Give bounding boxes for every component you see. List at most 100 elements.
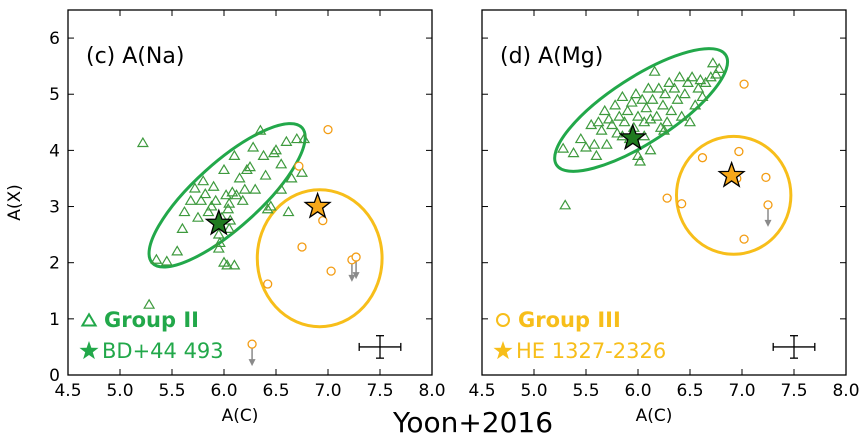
group-iii-point <box>351 252 361 262</box>
group-ii-point <box>574 132 587 144</box>
group-ii-point <box>207 180 220 191</box>
y-tick-label: 2 <box>49 254 60 274</box>
group-iii-point <box>763 200 773 210</box>
group-ii-point <box>694 73 707 85</box>
x-axis-title: A(C) <box>222 406 259 426</box>
group-ii-point <box>238 183 251 194</box>
group-ii-point <box>221 259 234 270</box>
y-tick-label: 1 <box>49 310 60 330</box>
group-ii-point <box>212 242 225 253</box>
group-iii-point <box>739 234 749 244</box>
group-iii-point <box>677 199 687 209</box>
group-ii-point <box>150 253 163 264</box>
group-ii-point <box>192 211 204 222</box>
group-ii-point <box>298 132 311 144</box>
x-tick-label: 6.5 <box>262 381 289 401</box>
x-tick-label: 8.0 <box>418 381 445 401</box>
x-tick-label: 8.0 <box>832 381 859 401</box>
x-tick-label: 6.5 <box>676 381 703 401</box>
x-tick-label: 4.5 <box>468 381 495 401</box>
star-marker-orange <box>303 191 332 219</box>
group-ii-point <box>218 163 230 175</box>
legend-star-label: BD+44 493 <box>102 339 224 363</box>
group-iii-point <box>318 215 328 226</box>
group-ii-point <box>230 189 243 200</box>
group-ii-point <box>197 175 210 186</box>
group-ii-point <box>236 194 249 205</box>
group-ii-point <box>646 93 659 104</box>
x-tick-label: 5.0 <box>520 381 547 401</box>
group-iii-point <box>247 339 257 349</box>
x-tick-label: 6.0 <box>210 381 237 401</box>
group-ii-point <box>613 110 626 121</box>
group-ii-point <box>704 71 717 82</box>
group-ii-point <box>259 169 272 180</box>
group-ii-point <box>609 99 622 110</box>
group-ii-point <box>663 76 676 88</box>
group-ii-point <box>282 205 295 217</box>
group-ii-point <box>671 93 684 104</box>
group-iii-point <box>323 124 333 135</box>
group-ii-point <box>270 144 282 155</box>
group-ii-point <box>285 172 298 183</box>
legend-circle-marker <box>496 313 510 327</box>
group-ii-point <box>656 99 669 110</box>
group-ii-point <box>665 104 678 116</box>
group-ii-point <box>233 172 246 183</box>
group-ii-point <box>567 146 580 158</box>
x-tick-label: 7.0 <box>728 381 755 401</box>
group-ii-point <box>678 88 691 99</box>
group-ii-point <box>632 110 644 121</box>
star-marker-green <box>204 208 233 236</box>
group-ii-point <box>675 110 688 121</box>
group-ii-point <box>621 104 634 116</box>
group-ii-point <box>684 116 696 127</box>
x-tick-label: 7.5 <box>366 381 393 401</box>
group-ii-point <box>606 118 618 130</box>
group-iii-circle <box>255 188 384 329</box>
group-ii-point <box>275 158 288 169</box>
group-iii-point <box>739 79 749 89</box>
group-ii-point <box>611 127 624 138</box>
group-ii-point <box>713 62 726 73</box>
group-iii-point <box>326 266 336 276</box>
group-ii-point <box>228 149 241 161</box>
group-ii-point <box>244 161 256 172</box>
group-ii-point <box>209 194 222 205</box>
group-ii-point <box>212 228 225 239</box>
x-axis-title: A(C) <box>636 406 673 426</box>
group-ii-point <box>588 138 601 149</box>
group-iii-point <box>263 279 273 289</box>
group-iii-point <box>697 153 708 163</box>
group-ii-point <box>629 88 642 99</box>
upper-limit-arrowhead <box>348 274 356 282</box>
y-tick-label: 3 <box>49 198 60 218</box>
group-ii-point <box>661 116 674 127</box>
upper-limit-arrowhead <box>352 272 360 280</box>
y-tick-label: 6 <box>49 29 60 49</box>
group-ii-point <box>188 182 201 193</box>
group-ii-point <box>648 65 661 76</box>
y-axis-title: A(X) <box>5 184 25 221</box>
group-ii-point <box>602 113 615 124</box>
group-ii-point <box>659 88 672 99</box>
group-iii-point <box>662 193 672 203</box>
group-ii-point <box>598 104 611 116</box>
star-marker-green <box>618 123 647 151</box>
group-iii-point <box>761 172 771 182</box>
panel-label: (c) A(Na) <box>86 44 184 69</box>
group-ii-point <box>632 149 644 161</box>
group-ii-point <box>143 298 156 309</box>
group-ii-point <box>699 76 712 88</box>
group-ii-point <box>592 116 605 127</box>
group-iii-point <box>734 146 744 157</box>
legend-star-marker <box>79 341 99 360</box>
group-iii-circle <box>674 134 793 256</box>
group-ii-point <box>706 57 719 68</box>
group-ii-point <box>171 245 184 256</box>
group-ii-point <box>559 199 572 210</box>
group-ii-point <box>580 141 592 152</box>
group-ii-point <box>618 116 631 127</box>
group-ii-point <box>257 149 270 161</box>
